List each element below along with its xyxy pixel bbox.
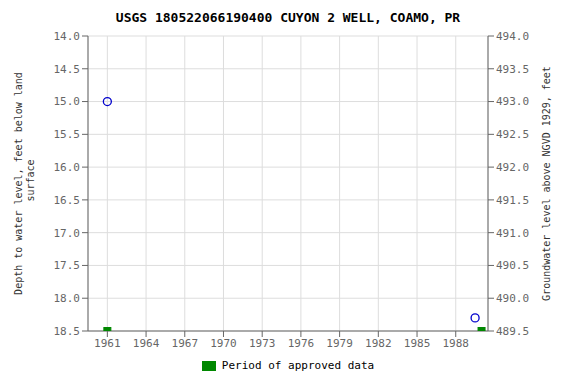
svg-text:18.0: 18.0 <box>54 292 81 305</box>
svg-text:493.0: 493.0 <box>496 95 529 108</box>
svg-text:491.0: 491.0 <box>496 227 529 240</box>
html-text:Period of approved data: Period of approved data <box>221 359 375 372</box>
svg-text:1970: 1970 <box>210 337 237 350</box>
svg-text:1988: 1988 <box>442 337 469 350</box>
svg-text:490.5: 490.5 <box>496 259 529 272</box>
svg-text:1973: 1973 <box>249 337 276 350</box>
svg-text:15.5: 15.5 <box>54 128 81 141</box>
svg-text:1982: 1982 <box>365 337 392 350</box>
svg-text:1985: 1985 <box>404 337 431 350</box>
svg-text:493.5: 493.5 <box>496 63 529 76</box>
svg-text:Groundwater level above NGVD 1: Groundwater level above NGVD 1929, feet <box>541 66 552 301</box>
svg-text:Depth to water level, feet bel: Depth to water level, feet below land su… <box>13 72 36 295</box>
svg-text:1964: 1964 <box>133 337 160 350</box>
svg-text:1976: 1976 <box>288 337 315 350</box>
svg-text:15.0: 15.0 <box>54 95 81 108</box>
svg-text:16.5: 16.5 <box>54 194 81 207</box>
svg-text:1961: 1961 <box>94 337 121 350</box>
svg-text:16.0: 16.0 <box>54 161 81 174</box>
svg-text:1967: 1967 <box>172 337 199 350</box>
svg-text:17.5: 17.5 <box>54 259 81 272</box>
svg-text:494.0: 494.0 <box>496 30 529 43</box>
svg-text:14.0: 14.0 <box>54 30 81 43</box>
svg-text:17.0: 17.0 <box>54 227 81 240</box>
svg-text:489.5: 489.5 <box>496 325 529 338</box>
svg-text:1979: 1979 <box>326 337 353 350</box>
svg-text:18.5: 18.5 <box>54 325 81 338</box>
svg-text:492.0: 492.0 <box>496 161 529 174</box>
svg-text:491.5: 491.5 <box>496 194 529 207</box>
svg-text:490.0: 490.0 <box>496 292 529 305</box>
svg-text:492.5: 492.5 <box>496 128 529 141</box>
html-text:USGS 180522066190400 CUYON 2 W: USGS 180522066190400 CUYON 2 WELL, COAMO… <box>115 10 461 25</box>
svg-text:14.5: 14.5 <box>54 63 81 76</box>
